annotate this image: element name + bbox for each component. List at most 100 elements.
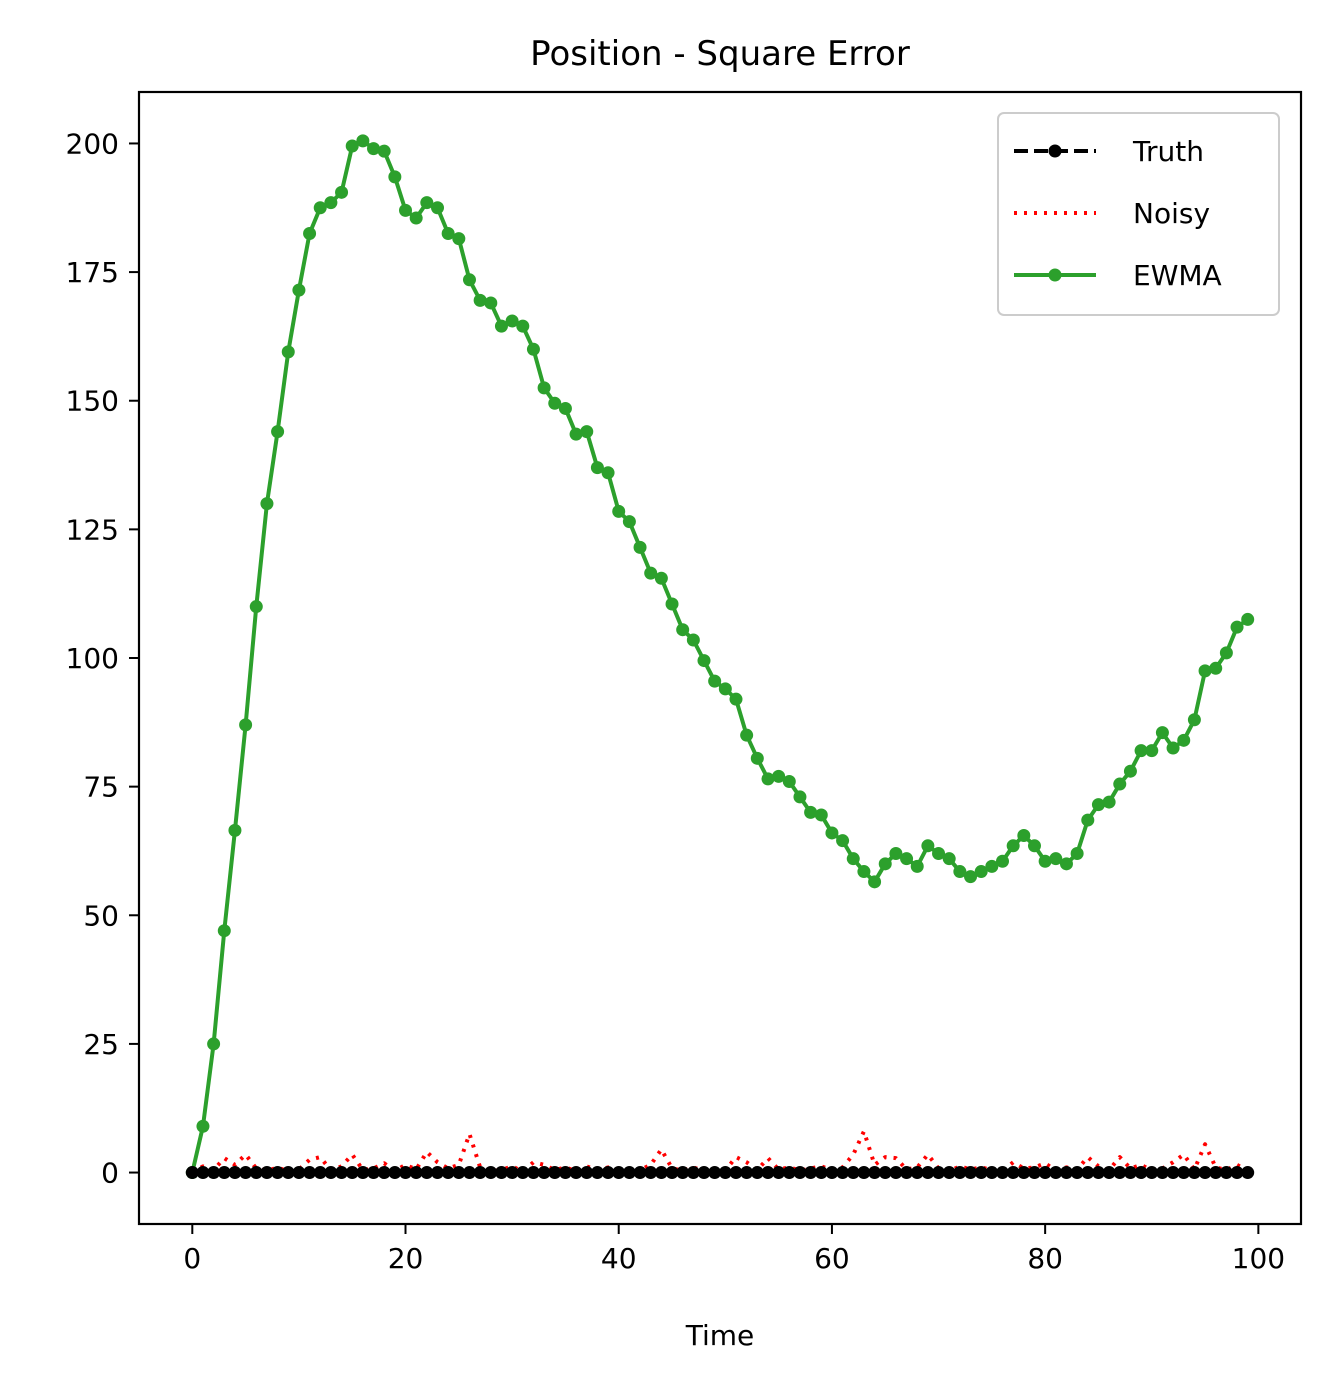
y-tick-label: 125 xyxy=(66,513,119,546)
ewma-point xyxy=(996,854,1009,868)
ewma-point xyxy=(558,401,572,415)
truth-point xyxy=(900,1166,914,1180)
truth-point xyxy=(1123,1166,1137,1180)
truth-point xyxy=(1038,1166,1052,1180)
truth-point xyxy=(249,1166,263,1180)
ewma-point xyxy=(580,425,594,439)
ewma-point xyxy=(644,566,658,580)
truth-point xyxy=(335,1166,349,1180)
truth-point xyxy=(654,1166,668,1180)
ewma-point xyxy=(260,497,274,511)
ewma-point xyxy=(196,1119,210,1133)
ewma-point xyxy=(1155,726,1169,740)
truth-point xyxy=(697,1166,711,1180)
ewma-point xyxy=(985,859,999,873)
truth-point xyxy=(1027,1166,1041,1180)
truth-point xyxy=(676,1166,690,1180)
truth-point xyxy=(228,1166,242,1180)
truth-point xyxy=(313,1166,327,1180)
truth-point xyxy=(356,1166,370,1180)
ewma-point xyxy=(782,774,796,788)
ewma-point xyxy=(868,875,882,889)
truth-point xyxy=(1081,1166,1095,1180)
truth-point xyxy=(782,1166,796,1180)
ewma-point xyxy=(750,751,764,765)
truth-point xyxy=(804,1166,818,1180)
x-tick-label: 20 xyxy=(388,1242,424,1275)
legend-ewma-marker xyxy=(1048,268,1062,282)
truth-point xyxy=(974,1166,988,1180)
truth-point xyxy=(1091,1166,1105,1180)
x-axis-label: Time xyxy=(685,1319,755,1352)
ewma-point xyxy=(505,314,519,328)
ewma-point xyxy=(367,142,381,156)
ewma-point xyxy=(910,859,924,873)
ewma-point xyxy=(409,211,423,225)
ewma-point xyxy=(1038,854,1052,868)
ewma-point xyxy=(836,834,850,848)
ewma-point xyxy=(228,823,242,837)
truth-point xyxy=(665,1166,679,1180)
ewma-point xyxy=(878,857,892,871)
truth-point xyxy=(516,1166,530,1180)
ewma-point xyxy=(526,342,540,356)
ewma-point xyxy=(1091,798,1105,812)
ewma-point xyxy=(345,139,359,153)
ewma-series-line xyxy=(190,138,1249,1173)
x-tick-label: 80 xyxy=(1027,1242,1063,1275)
truth-point xyxy=(740,1166,754,1180)
ewma-point xyxy=(271,425,285,439)
truth-point xyxy=(409,1166,423,1180)
ewma-point xyxy=(654,571,668,585)
ewma-point xyxy=(1049,852,1063,866)
ewma-point xyxy=(516,319,530,333)
ewma-point xyxy=(1241,612,1255,626)
ewma-point xyxy=(1059,857,1073,871)
y-tick-label: 0 xyxy=(101,1157,119,1190)
ewma-point xyxy=(601,466,615,480)
ewma-point xyxy=(462,273,476,287)
truth-point xyxy=(271,1166,285,1180)
truth-point xyxy=(1198,1166,1212,1180)
legend: Truth Noisy EWMA xyxy=(997,112,1280,316)
ewma-point xyxy=(1177,733,1191,747)
ewma-point xyxy=(612,504,626,518)
ewma-point xyxy=(804,805,818,819)
truth-point xyxy=(1230,1166,1244,1180)
ewma-point xyxy=(494,319,508,333)
truth-point xyxy=(399,1166,413,1180)
ewma-point xyxy=(889,847,903,861)
chart-title: Position - Square Error xyxy=(530,34,910,74)
ewma-point xyxy=(729,692,743,706)
truth-point xyxy=(825,1166,839,1180)
x-tick-label: 60 xyxy=(814,1242,850,1275)
legend-truth-marker xyxy=(1048,144,1062,158)
truth-point xyxy=(431,1166,444,1180)
axes: 0 20 40 60 80 100 0 25 50 75 100 125 150 175 200 xyxy=(66,90,1303,1275)
truth-point xyxy=(910,1166,924,1180)
ewma-point xyxy=(900,852,914,866)
truth-point xyxy=(761,1166,775,1180)
ewma-point xyxy=(974,865,988,879)
truth-point xyxy=(814,1166,828,1180)
truth-point xyxy=(260,1166,274,1180)
truth-point xyxy=(612,1166,626,1180)
truth-point xyxy=(1134,1166,1148,1180)
truth-point xyxy=(718,1166,732,1180)
truth-point xyxy=(473,1166,487,1180)
ewma-point xyxy=(793,790,807,804)
truth-point xyxy=(462,1166,476,1180)
ewma-point xyxy=(431,201,444,215)
ewma-point xyxy=(1102,795,1116,809)
y-tick-label: 50 xyxy=(83,899,119,932)
truth-point xyxy=(494,1166,508,1180)
ewma-point xyxy=(772,769,786,783)
ewma-point xyxy=(388,170,402,184)
truth-point xyxy=(303,1166,317,1180)
y-tick-label: 175 xyxy=(66,256,119,289)
truth-point xyxy=(1219,1166,1233,1180)
truth-point xyxy=(921,1166,935,1180)
ewma-point xyxy=(313,201,327,215)
truth-point xyxy=(1102,1166,1116,1180)
ewma-point xyxy=(1027,839,1041,853)
